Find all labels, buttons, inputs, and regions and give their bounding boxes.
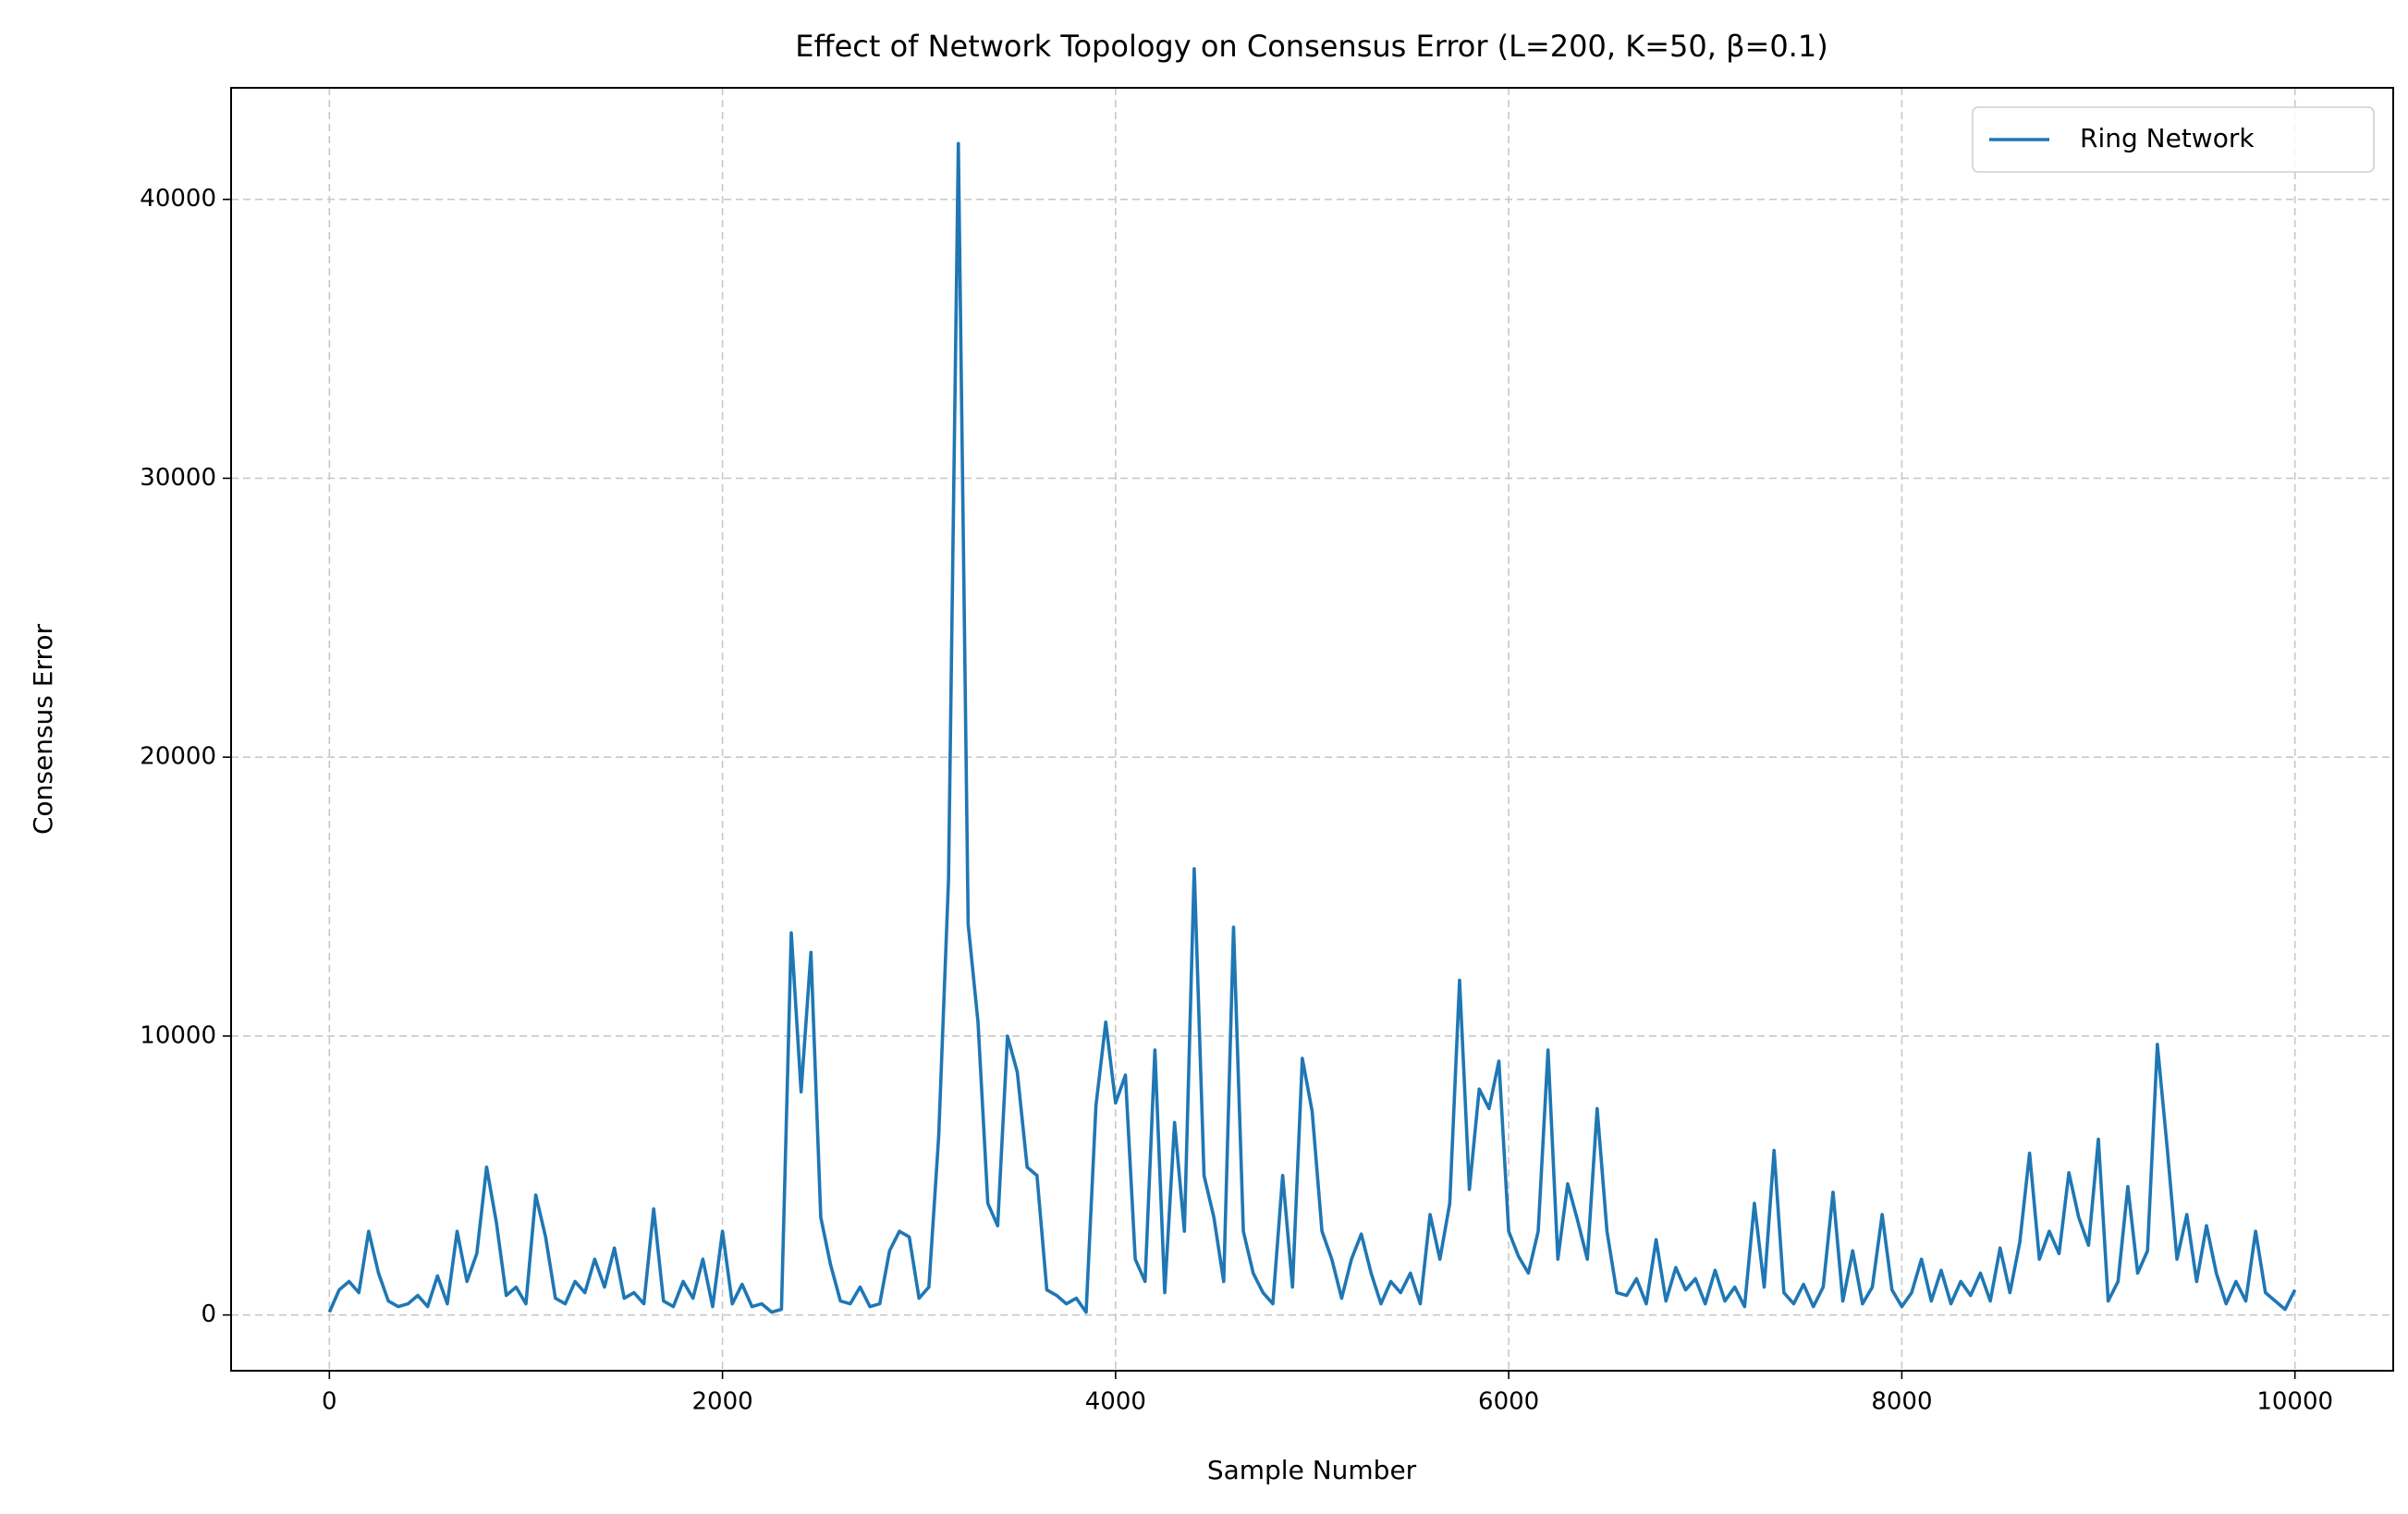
legend-label: Ring Network — [2080, 123, 2255, 153]
y-tick-label: 30000 — [140, 464, 216, 492]
plot-frame — [230, 87, 2394, 1372]
y-tick-label: 0 — [201, 1300, 216, 1328]
x-tick-label: 10000 — [2256, 1388, 2333, 1416]
x-tick-label: 6000 — [1478, 1388, 1539, 1416]
x-axis-label: Sample Number — [1207, 1455, 1417, 1485]
x-tick-label: 0 — [322, 1388, 337, 1416]
x-tick-label: 2000 — [692, 1388, 753, 1416]
chart-title: Effect of Network Topology on Consensus … — [795, 29, 1827, 64]
y-tick-label: 20000 — [140, 743, 216, 771]
x-tick-label: 8000 — [1871, 1388, 1932, 1416]
y-tick-label: 40000 — [140, 185, 216, 213]
x-tick-label: 4000 — [1085, 1388, 1146, 1416]
legend-box — [1972, 106, 2375, 173]
y-tick-label: 10000 — [140, 1021, 216, 1049]
y-axis-label: Consensus Error — [28, 623, 58, 835]
data-line — [327, 141, 2297, 1314]
